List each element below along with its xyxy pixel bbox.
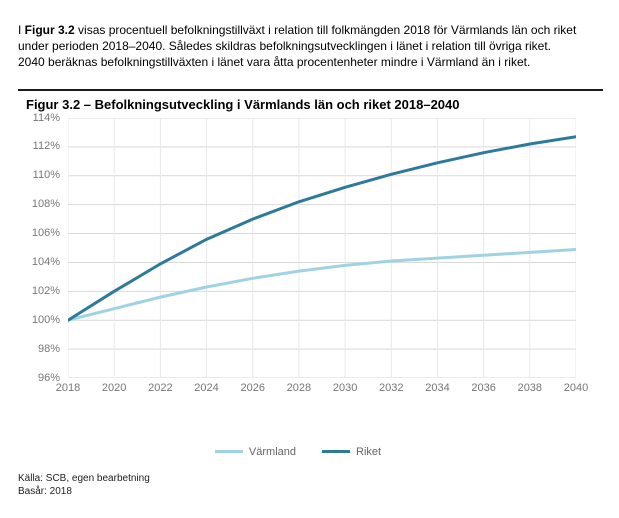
x-tick-label: 2030 xyxy=(333,382,357,394)
x-tick-label: 2034 xyxy=(425,382,449,394)
page: I Figur 3.2 visas procentuell befolkning… xyxy=(0,0,619,509)
y-tick-label: 106% xyxy=(32,227,60,239)
x-tick-label: 2028 xyxy=(287,382,311,394)
figure-title: Figur 3.2 – Befolkningsutveckling i Värm… xyxy=(26,97,603,112)
y-tick-label: 98% xyxy=(38,343,60,355)
x-tick-label: 2040 xyxy=(564,382,588,394)
intro-rest: visas procentuell befolkningstillväxt i … xyxy=(18,23,576,69)
x-axis-labels: 2018202020222024202620282030203220342036… xyxy=(68,382,576,398)
legend-item-varmland: Värmland xyxy=(215,446,296,458)
figure-reference: Figur 3.2 xyxy=(25,23,75,37)
x-tick-label: 2036 xyxy=(471,382,495,394)
x-tick-label: 2038 xyxy=(518,382,542,394)
x-tick-label: 2022 xyxy=(148,382,172,394)
y-tick-label: 104% xyxy=(32,256,60,268)
x-tick-label: 2026 xyxy=(240,382,264,394)
y-tick-label: 112% xyxy=(33,140,60,152)
y-tick-label: 108% xyxy=(32,198,60,210)
legend-item-riket: Riket xyxy=(322,446,381,458)
y-tick-label: 100% xyxy=(32,314,60,326)
legend-swatch-varmland xyxy=(215,450,243,453)
legend-swatch-riket xyxy=(322,450,350,453)
footnotes: Källa: SCB, egen bearbetning Basår: 2018 xyxy=(18,472,603,499)
footnote-source: Källa: SCB, egen bearbetning xyxy=(18,472,603,486)
series-line xyxy=(68,136,576,319)
series-line xyxy=(68,249,576,320)
chart: 96%98%100%102%104%106%108%110%112%114% 2… xyxy=(24,118,589,418)
figure-block: Figur 3.2 – Befolkningsutveckling i Värm… xyxy=(18,89,603,499)
plot-area xyxy=(68,118,576,378)
x-tick-label: 2020 xyxy=(102,382,126,394)
legend: Värmland Riket xyxy=(18,446,578,458)
intro-prefix: I xyxy=(18,23,25,37)
intro-paragraph: I Figur 3.2 visas procentuell befolkning… xyxy=(18,22,578,71)
x-tick-label: 2024 xyxy=(194,382,218,394)
legend-label-varmland: Värmland xyxy=(249,446,296,458)
footnote-baseyear: Basår: 2018 xyxy=(18,485,603,499)
x-tick-label: 2018 xyxy=(56,382,80,394)
y-axis-labels: 96%98%100%102%104%106%108%110%112%114% xyxy=(24,118,64,378)
y-tick-label: 110% xyxy=(33,169,60,181)
chart-svg xyxy=(68,118,576,378)
y-tick-label: 114% xyxy=(33,112,60,124)
y-tick-label: 102% xyxy=(32,285,60,297)
x-tick-label: 2032 xyxy=(379,382,403,394)
legend-label-riket: Riket xyxy=(356,446,381,458)
